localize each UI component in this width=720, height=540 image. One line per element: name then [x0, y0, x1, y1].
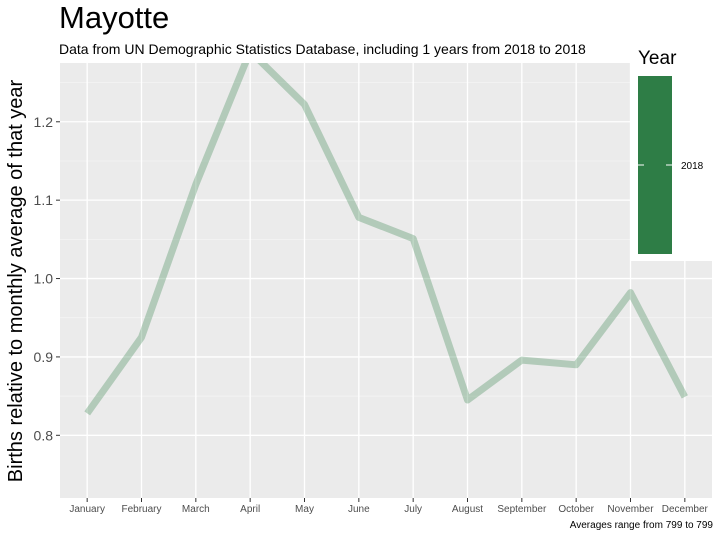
chart-subtitle: Data from UN Demographic Statistics Data…: [59, 41, 586, 57]
chart-title: Mayotte: [59, 0, 170, 35]
x-tick-label-september: September: [497, 504, 547, 515]
x-tick-label-march: March: [182, 504, 210, 515]
legend-label-2018: 2018: [681, 161, 704, 172]
x-tick-label-december: December: [662, 504, 709, 515]
x-tick-label-august: August: [452, 504, 483, 515]
x-tick-label-june: June: [348, 504, 370, 515]
x-tick-label-october: October: [558, 504, 594, 515]
y-tick-label: 1.0: [34, 271, 54, 287]
legend-title: Year: [638, 48, 677, 69]
y-tick-label: 1.2: [34, 114, 54, 130]
x-tick-label-may: May: [295, 504, 314, 515]
series-line-2018: [84, 63, 688, 416]
legend: Year 2018: [630, 43, 712, 261]
x-tick-label-november: November: [607, 504, 654, 515]
chart-caption: Averages range from 799 to 799: [569, 520, 713, 531]
y-tick-label: 0.9: [34, 349, 54, 365]
y-axis-label: Births relative to monthly average of th…: [5, 79, 27, 482]
x-tick-label-april: April: [240, 504, 260, 515]
y-tick-label: 0.8: [34, 427, 54, 443]
x-tick-label-february: February: [121, 504, 161, 515]
x-tick-label-january: January: [69, 504, 105, 515]
y-tick-label: 1.1: [34, 192, 54, 208]
x-tick-label-july: July: [404, 504, 422, 515]
plot-panel: [60, 63, 712, 498]
